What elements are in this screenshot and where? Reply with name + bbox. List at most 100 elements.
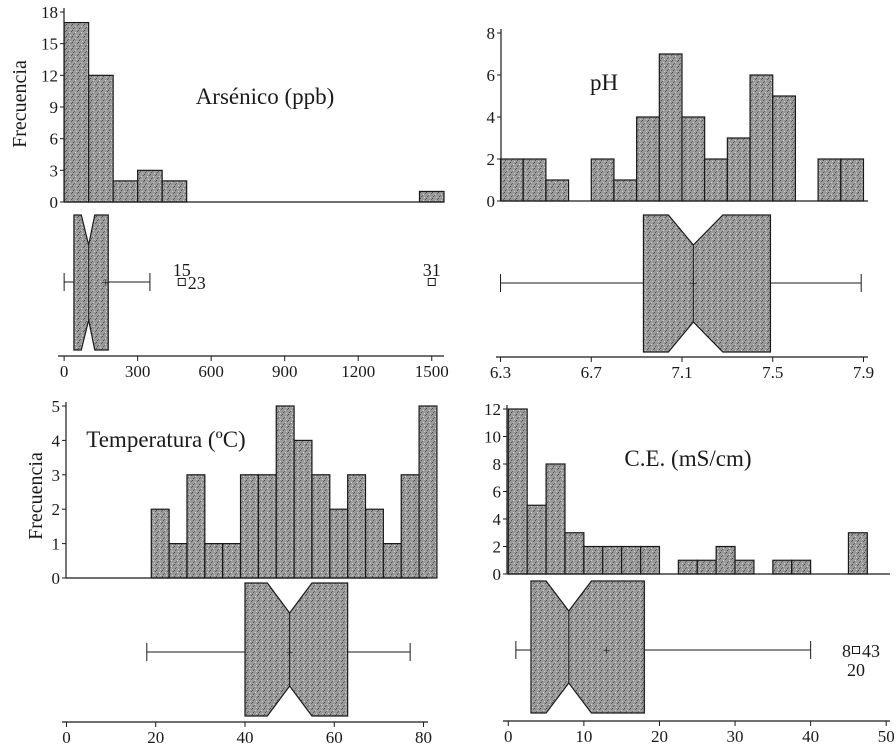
box-plot: + — [500, 214, 862, 353]
y-tick-label: 9 — [50, 98, 59, 117]
histogram-bar — [150, 508, 170, 579]
histogram-bars — [507, 408, 868, 575]
histogram-bar — [749, 74, 774, 202]
x-tick-label: 60 — [326, 728, 343, 747]
mean-marker: + — [689, 277, 697, 292]
histogram-bar — [137, 169, 163, 203]
histogram-bar — [329, 508, 349, 579]
box-body — [530, 580, 645, 714]
histogram-bar — [507, 408, 528, 575]
histogram-bar — [636, 116, 660, 202]
x-tick-label: 6.3 — [490, 363, 511, 382]
x-tick-label: 20 — [147, 728, 164, 747]
panel-title: pH — [590, 70, 618, 95]
histogram-bar — [186, 474, 206, 579]
histogram-bar — [681, 116, 706, 202]
panel-top-right: 0 2 4 6 8 pH +6.3 6.7 7.1 7.5 7.9 — [487, 24, 875, 382]
y-tick-label: 3 — [52, 466, 61, 485]
x-tick-label: 0 — [60, 362, 69, 381]
histogram-bar — [418, 190, 445, 203]
histogram-bar — [734, 559, 755, 575]
histogram-bar — [847, 532, 868, 575]
box-body — [642, 214, 772, 353]
histogram-bar — [545, 463, 566, 575]
y-axis-label: Frecuencia — [25, 452, 47, 540]
outlier-marker — [177, 278, 186, 286]
histogram-bar — [364, 508, 384, 579]
histogram-bar — [564, 532, 585, 575]
box-plot: + — [146, 582, 411, 717]
y-axis-label: Frecuencia — [9, 60, 31, 148]
x-tick-label: 0 — [62, 728, 71, 747]
histogram-bar — [382, 542, 402, 579]
y-tick-label: 15 — [41, 35, 58, 54]
y-tick-label: 0 — [487, 192, 496, 211]
x-tick-label: 7.1 — [671, 363, 692, 382]
x-tick-label: 10 — [575, 727, 592, 746]
x-tick-label: 300 — [125, 362, 151, 381]
outlier-label: 15 — [173, 260, 191, 280]
box-body — [73, 214, 109, 351]
y-tick-label: 1 — [52, 535, 61, 554]
box-body — [244, 582, 349, 717]
x-tick-label: 30 — [727, 727, 744, 746]
outlier-label: 20 — [847, 660, 865, 680]
histogram-bar — [311, 474, 331, 579]
y-tick-label: 4 — [493, 510, 502, 529]
histogram-bar — [112, 180, 139, 203]
histogram-bar — [590, 158, 615, 202]
x-tick-label: 20 — [651, 727, 668, 746]
y-tick-label: 12 — [484, 400, 501, 419]
histogram-bar — [621, 545, 642, 575]
y-tick-label: 6 — [487, 66, 496, 85]
mean-marker: + — [102, 276, 110, 291]
histogram-bar — [88, 74, 114, 203]
x-tick-label: 40 — [237, 728, 254, 747]
histogram-bar — [772, 559, 793, 575]
histogram-bar — [347, 474, 367, 579]
histogram-bar — [639, 545, 661, 575]
histogram-bar — [222, 542, 242, 579]
histogram-bars — [63, 21, 445, 203]
histogram-bar — [526, 504, 547, 575]
x-tick-label: 7.5 — [762, 363, 783, 382]
y-tick-label: 3 — [50, 161, 59, 180]
histogram-bar — [677, 559, 698, 575]
y-tick-label: 2 — [493, 538, 502, 557]
histogram-bar — [602, 545, 623, 575]
panel-bottom-left: 0 1 2 3 4 5 Temperatura (ºC) Frecuencia +0 20 40 60… — [25, 397, 438, 747]
y-tick-label: 0 — [52, 569, 61, 588]
histogram-bar — [63, 21, 90, 203]
x-tick-label: 6.7 — [581, 363, 603, 382]
histogram-bar — [715, 545, 736, 575]
outlier-label: 23 — [188, 273, 206, 293]
y-tick-label: 8 — [493, 455, 502, 474]
y-tick-label: 0 — [493, 565, 502, 584]
panel-title: C.E. (mS/cm) — [624, 446, 751, 471]
x-tick-label: 40 — [802, 727, 819, 746]
panel-title: Arsénico (ppb) — [196, 84, 335, 109]
histogram-bar — [400, 474, 420, 579]
histogram-bar — [239, 474, 259, 579]
histogram-bar — [840, 158, 865, 202]
y-tick-label: 18 — [41, 3, 58, 22]
x-tick-label: 1200 — [341, 362, 375, 381]
y-tick-label: 2 — [487, 150, 496, 169]
y-tick-label: 8 — [487, 24, 496, 43]
x-tick-label: 600 — [198, 362, 224, 381]
y-tick-label: 6 — [50, 130, 59, 149]
y-tick-label: 12 — [41, 66, 58, 85]
x-tick-label: 80 — [415, 728, 432, 747]
x-tick-label: 0 — [504, 727, 513, 746]
histogram-bars — [150, 405, 438, 579]
mean-marker: + — [286, 646, 294, 661]
histogram-bar — [704, 158, 728, 202]
y-tick-label: 4 — [52, 431, 61, 450]
histogram-bar — [583, 545, 604, 575]
histogram-bar — [817, 158, 842, 202]
mean-marker: + — [603, 644, 611, 659]
histogram-bar — [204, 542, 224, 579]
x-tick-label: 7.9 — [853, 363, 874, 382]
